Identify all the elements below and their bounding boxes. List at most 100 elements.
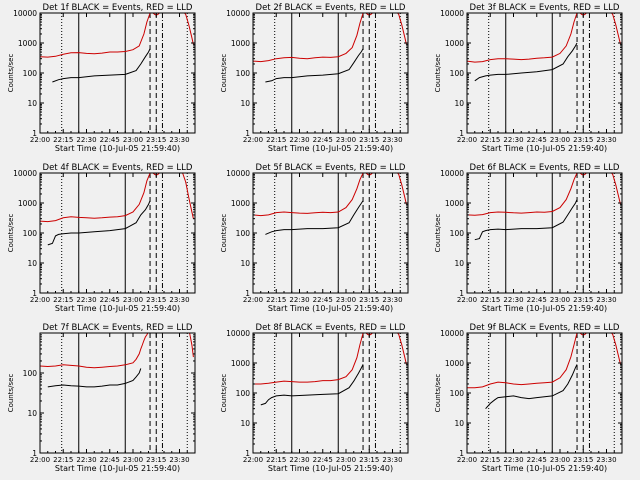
x-axis-label: Start Time (10-Jul-05 21:59:40) — [482, 144, 607, 153]
panel-title: Det 5f BLACK = Events, RED = LLD — [256, 163, 406, 173]
series-line-events — [265, 48, 364, 83]
series-line-lld — [40, 13, 194, 58]
detector-panel-5: Det 5f BLACK = Events, RED = LLD Start Ti… — [220, 163, 409, 313]
x-tick-label: 22:45 — [313, 456, 333, 464]
y-tick-label: 1 — [245, 449, 250, 458]
y-tick-label: 1 — [32, 289, 37, 298]
x-tick-label: 23:15 — [146, 456, 166, 464]
x-tick-label: 22:45 — [527, 136, 547, 144]
x-tick-label: 22:30 — [503, 456, 523, 464]
plot-area — [253, 13, 407, 133]
y-tick-label: 1 — [459, 449, 464, 458]
panel-title: Det 1f BLACK = Events, RED = LLD — [43, 3, 193, 13]
y-tick-label: 1 — [459, 289, 464, 298]
x-tick-label: 23:30 — [382, 456, 402, 464]
y-axis-label: Counts/sec — [434, 54, 442, 93]
y-tick-label: 1 — [245, 129, 250, 138]
y-tick-label: 10 — [454, 419, 464, 428]
y-tick-label: 10 — [240, 419, 250, 428]
x-axis-label: Start Time (10-Jul-05 21:59:40) — [268, 304, 393, 313]
x-tick-label: 23:15 — [573, 136, 593, 144]
x-tick-label: 22:15 — [53, 456, 73, 464]
detector-panel-8: Det 8f BLACK = Events, RED = LLD Start Ti… — [220, 323, 409, 473]
plot-area — [467, 173, 621, 293]
y-tick-label: 1000 — [231, 39, 250, 48]
x-tick-label: 23:30 — [382, 296, 402, 304]
y-tick-label: 10000 — [226, 9, 250, 18]
x-tick-label: 22:30 — [76, 296, 96, 304]
panel-title: Det 6f BLACK = Events, RED = LLD — [470, 163, 620, 173]
y-tick-label: 1000 — [231, 199, 250, 208]
y-axis-label: Counts/sec — [220, 214, 228, 253]
series-line-lld — [40, 173, 194, 223]
x-tick-label: 23:15 — [359, 296, 379, 304]
y-axis-label: Counts/sec — [7, 54, 15, 93]
x-tick-label: 22:45 — [100, 456, 120, 464]
y-tick-label: 1000 — [445, 359, 464, 368]
plot-area — [467, 333, 621, 453]
x-tick-label: 22:45 — [527, 296, 547, 304]
x-tick-label: 22:30 — [289, 136, 309, 144]
x-tick-label: 22:00 — [30, 456, 50, 464]
plot-area — [253, 173, 407, 293]
x-axis-label: Start Time (10-Jul-05 21:59:40) — [482, 464, 607, 473]
series-line-lld — [467, 333, 621, 389]
panel-title: Det 9f BLACK = Events, RED = LLD — [470, 323, 620, 333]
x-tick-label: 23:15 — [146, 296, 166, 304]
x-tick-label: 22:15 — [266, 456, 286, 464]
y-tick-label: 10000 — [13, 9, 37, 18]
y-tick-label: 10 — [240, 99, 250, 108]
x-tick-label: 23:00 — [550, 456, 570, 464]
x-axis-label: Start Time (10-Jul-05 21:59:40) — [268, 464, 393, 473]
x-axis-label: Start Time (10-Jul-05 21:59:40) — [55, 304, 180, 313]
x-tick-label: 22:00 — [457, 296, 477, 304]
series-line-lld — [467, 13, 621, 63]
x-tick-label: 23:15 — [573, 296, 593, 304]
x-tick-label: 23:00 — [336, 136, 356, 144]
y-axis-label: Counts/sec — [7, 214, 15, 253]
y-tick-label: 10 — [454, 259, 464, 268]
series-line-lld — [467, 173, 621, 216]
series-line-events — [52, 48, 151, 83]
y-tick-label: 100 — [23, 229, 38, 238]
x-tick-label: 22:45 — [100, 136, 120, 144]
y-tick-label: 100 — [450, 389, 465, 398]
x-tick-label: 23:30 — [169, 456, 189, 464]
x-axis-label: Start Time (10-Jul-05 21:59:40) — [55, 144, 180, 153]
series-line-events — [485, 364, 578, 410]
series-line-events — [47, 200, 151, 246]
x-tick-label: 23:00 — [550, 136, 570, 144]
panel-title: Det 4f BLACK = Events, RED = LLD — [43, 163, 193, 173]
x-tick-label: 23:00 — [123, 456, 143, 464]
x-tick-label: 23:15 — [573, 456, 593, 464]
x-axis-label: Start Time (10-Jul-05 21:59:40) — [268, 144, 393, 153]
y-tick-label: 10000 — [13, 169, 37, 178]
detector-panel-6: Det 6f BLACK = Events, RED = LLD Start Ti… — [434, 163, 623, 313]
y-tick-label: 1 — [32, 129, 37, 138]
x-tick-label: 23:30 — [382, 136, 402, 144]
x-tick-label: 22:00 — [243, 136, 263, 144]
x-tick-label: 22:15 — [480, 456, 500, 464]
y-tick-label: 10000 — [440, 329, 464, 338]
y-axis-label: Counts/sec — [220, 374, 228, 413]
x-tick-label: 22:45 — [313, 136, 333, 144]
x-tick-label: 23:30 — [169, 296, 189, 304]
y-tick-label: 10000 — [440, 9, 464, 18]
x-tick-label: 22:30 — [503, 296, 523, 304]
x-tick-label: 22:15 — [53, 136, 73, 144]
panel-title: Det 3f BLACK = Events, RED = LLD — [470, 3, 620, 13]
series-line-lld — [253, 13, 407, 63]
x-tick-label: 22:45 — [313, 296, 333, 304]
detector-panel-7: Det 7f BLACK = Events, RED = LLD Start Ti… — [7, 323, 196, 473]
detector-panel-3: Det 3f BLACK = Events, RED = LLD Start Ti… — [434, 3, 623, 153]
y-tick-label: 100 — [236, 69, 251, 78]
x-tick-label: 22:00 — [243, 296, 263, 304]
x-tick-label: 23:15 — [359, 456, 379, 464]
series-line-events — [260, 364, 364, 406]
y-tick-label: 10 — [27, 99, 37, 108]
x-tick-label: 23:30 — [169, 136, 189, 144]
y-tick-label: 1 — [32, 449, 37, 458]
plot-area — [40, 173, 194, 293]
x-tick-label: 22:15 — [480, 136, 500, 144]
